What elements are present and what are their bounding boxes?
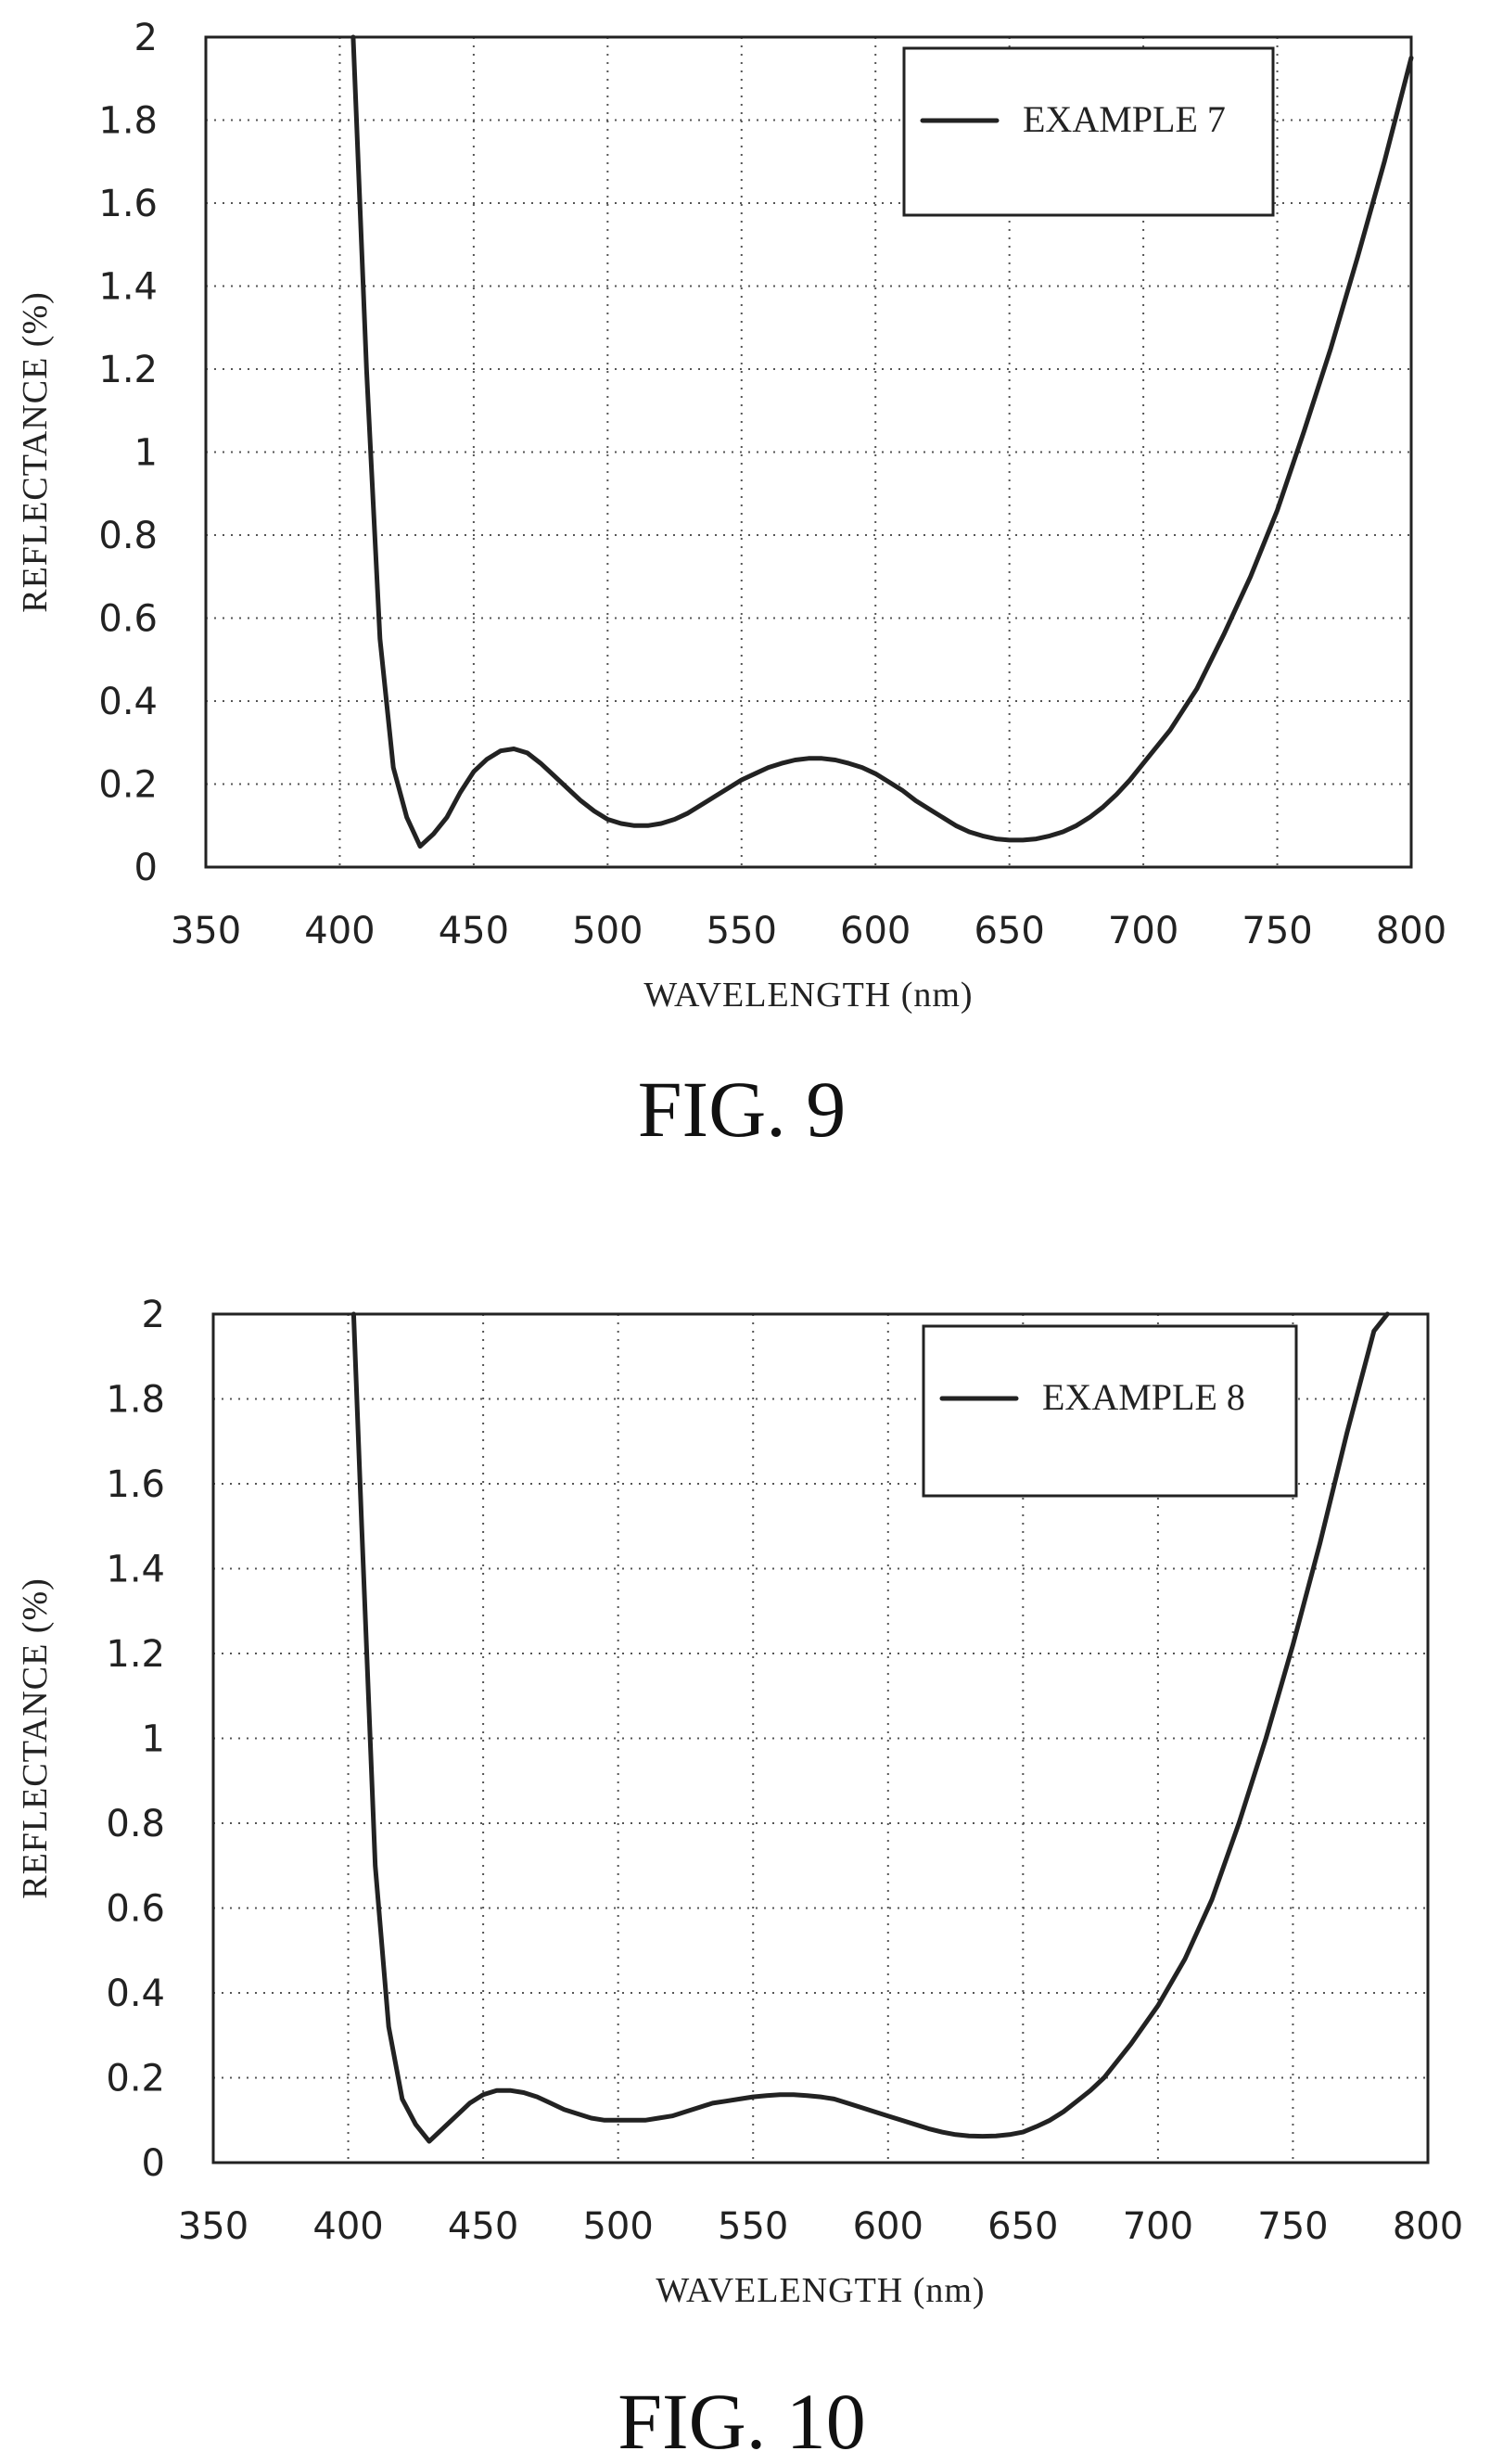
y-tick-label: 0.8 <box>98 515 158 557</box>
x-tick-label: 500 <box>582 2205 653 2248</box>
x-axis-label: WAVELENGTH (nm) <box>656 2271 985 2310</box>
legend-label: EXAMPLE 7 <box>1023 98 1226 140</box>
y-tick-label: 1 <box>142 1718 165 1761</box>
x-tick-label: 600 <box>840 910 911 952</box>
figure-caption: FIG. 10 <box>618 2377 866 2464</box>
y-tick-label: 1.4 <box>98 266 158 309</box>
x-tick-label: 750 <box>1257 2205 1328 2248</box>
y-tick-label: 0.4 <box>106 1972 165 2015</box>
x-tick-label: 350 <box>178 2205 248 2248</box>
x-tick-label: 800 <box>1376 910 1446 952</box>
x-tick-label: 650 <box>974 910 1044 952</box>
y-tick-label: 1.2 <box>98 349 158 391</box>
x-tick-label: 750 <box>1242 910 1312 952</box>
y-tick-label: 2 <box>142 1294 165 1336</box>
figure-caption: FIG. 9 <box>638 1065 847 1154</box>
y-tick-label: 1.2 <box>106 1633 165 1676</box>
figure-9: 350 400 450 500 550 600 650 700 750 800 0 0.2 0.4 0.6… <box>16 17 1446 1154</box>
series-line-example-8 <box>350 1311 1390 2144</box>
x-tick-label: 550 <box>707 910 777 952</box>
y-tick-label: 1.6 <box>106 1463 165 1506</box>
legend-label: EXAMPLE 8 <box>1042 1376 1245 1418</box>
x-tick-label: 450 <box>448 2205 518 2248</box>
y-tick-label: 0 <box>134 847 158 889</box>
x-tick-label: 700 <box>1108 910 1178 952</box>
y-tick-label: 1 <box>134 432 158 475</box>
legend-box <box>902 46 1275 217</box>
x-tick-label: 450 <box>439 910 509 952</box>
y-tick-label: 0.4 <box>98 681 158 723</box>
y-tick-label: 0.8 <box>106 1803 165 1845</box>
y-tick-label: 0.2 <box>106 2058 165 2100</box>
legend-box <box>922 1324 1298 1498</box>
x-tick-label: 800 <box>1393 2205 1463 2248</box>
y-tick-label: 1.4 <box>106 1549 165 1591</box>
y-tick-label: 1.8 <box>98 100 158 143</box>
x-tick-label: 600 <box>853 2205 923 2248</box>
y-tick-label: 0.2 <box>98 764 158 807</box>
y-tick-label: 1.8 <box>106 1379 165 1422</box>
x-tick-label: 700 <box>1123 2205 1193 2248</box>
x-tick-label: 400 <box>304 910 375 952</box>
figure-10: 350 400 450 500 550 600 650 700 750 800 0 0.2 0.4 0.6… <box>16 1294 1463 2464</box>
y-tick-label: 2 <box>134 17 158 59</box>
plot-frame <box>211 1312 1430 2164</box>
x-tick-label: 500 <box>572 910 643 952</box>
y-axis-label: REFLECTANCE (%) <box>16 1577 55 1899</box>
x-tick-label: 650 <box>987 2205 1058 2248</box>
plot-frame <box>204 35 1413 869</box>
x-tick-label: 400 <box>312 2205 383 2248</box>
x-tick-label: 350 <box>171 910 241 952</box>
x-axis-label: WAVELENGTH (nm) <box>643 976 973 1015</box>
y-tick-label: 0 <box>142 2142 165 2185</box>
y-tick-label: 1.6 <box>98 183 158 225</box>
y-axis-label: REFLECTANCE (%) <box>16 291 55 613</box>
y-tick-label: 0.6 <box>98 598 158 641</box>
y-tick-label: 0.6 <box>106 1888 165 1931</box>
series-line-example-7 <box>350 34 1414 849</box>
x-tick-label: 550 <box>718 2205 788 2248</box>
